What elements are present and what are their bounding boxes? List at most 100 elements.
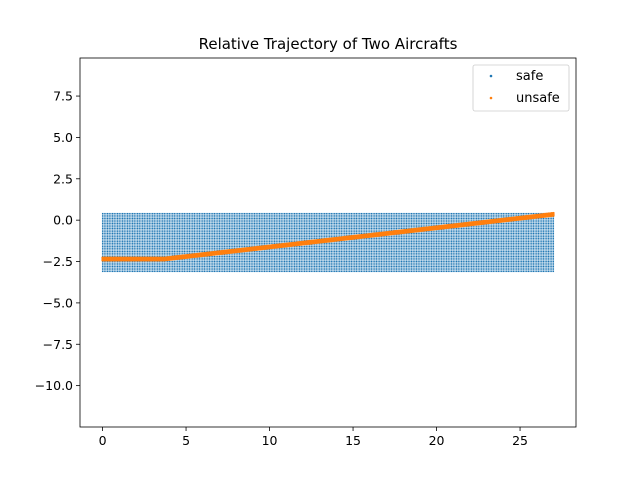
safe-point (230, 257, 232, 259)
safe-point (272, 222, 274, 225)
safe-point (193, 219, 195, 221)
safe-point (190, 241, 192, 243)
safe-point (135, 226, 137, 228)
safe-point (172, 217, 174, 220)
safe-point (110, 262, 112, 264)
safe-point (150, 216, 152, 218)
safe-point (253, 239, 256, 241)
safe-point (263, 224, 266, 226)
safe-point (320, 217, 322, 220)
safe-point (253, 231, 256, 233)
safe-point (325, 236, 327, 238)
safe-point (165, 229, 167, 231)
safe-point (228, 269, 231, 271)
safe-point (173, 260, 175, 263)
safe-point (123, 269, 125, 271)
safe-point (180, 216, 182, 218)
safe-point (173, 236, 175, 238)
safe-point (106, 216, 109, 218)
safe-point (225, 232, 227, 234)
safe-point (125, 265, 127, 268)
safe-point (282, 262, 284, 264)
safe-point (106, 222, 109, 225)
safe-point (280, 237, 282, 239)
safe-point (292, 255, 294, 258)
safe-point (123, 226, 125, 228)
safe-point (116, 216, 119, 218)
safe-point (295, 260, 297, 263)
safe-point (227, 212, 229, 215)
safe-point (295, 264, 297, 266)
safe-point (237, 234, 239, 236)
safe-point (185, 224, 187, 226)
safe-point (242, 224, 244, 226)
safe-point (153, 229, 155, 231)
safe-point (332, 267, 334, 269)
safe-point (292, 216, 294, 218)
safe-point (105, 229, 107, 231)
safe-point (302, 269, 304, 271)
safe-point (110, 254, 112, 256)
safe-point (227, 217, 229, 220)
safe-point (138, 234, 140, 236)
safe-point (103, 265, 105, 268)
safe-point (103, 267, 105, 269)
safe-point (245, 227, 247, 230)
safe-point (168, 241, 170, 243)
safe-point (235, 236, 237, 238)
safe-point (135, 262, 137, 264)
safe-point (282, 254, 284, 256)
safe-point (173, 267, 175, 269)
safe-point (299, 214, 301, 216)
safe-point (170, 267, 172, 269)
safe-point (182, 262, 184, 264)
safe-point (138, 264, 140, 266)
safe-point (312, 216, 314, 218)
safe-point (148, 222, 150, 225)
safe-point (158, 217, 160, 220)
safe-point (123, 244, 125, 246)
safe-point (288, 270, 291, 273)
safe-point (242, 244, 244, 246)
safe-point (290, 249, 292, 251)
safe-point (265, 239, 267, 241)
safe-point (180, 242, 182, 244)
safe-point (292, 236, 294, 238)
safe-point (163, 231, 165, 233)
safe-point (232, 214, 234, 216)
safe-point (300, 232, 302, 234)
safe-point (227, 259, 229, 261)
safe-point (195, 265, 197, 268)
safe-point (105, 221, 107, 223)
safe-point (255, 236, 257, 238)
safe-point (233, 262, 236, 264)
safe-point (294, 214, 296, 216)
safe-point (162, 262, 164, 264)
safe-point (257, 232, 259, 234)
safe-point (262, 232, 264, 234)
safe-point (278, 236, 281, 238)
safe-point (127, 219, 129, 221)
safe-point (272, 229, 274, 231)
safe-point (250, 239, 252, 241)
safe-point (182, 227, 184, 230)
safe-point (113, 227, 115, 230)
safe-point (290, 265, 292, 268)
safe-point (272, 265, 274, 268)
safe-point (317, 255, 319, 258)
safe-point (165, 226, 167, 228)
safe-point (157, 222, 159, 225)
safe-point (295, 227, 297, 230)
safe-point (210, 221, 212, 223)
safe-point (319, 249, 321, 251)
safe-point (127, 246, 129, 248)
safe-point (145, 221, 147, 223)
safe-point (290, 251, 292, 253)
safe-point (145, 234, 147, 236)
safe-point (185, 229, 187, 231)
safe-point (165, 237, 167, 239)
safe-point (294, 224, 296, 226)
safe-point (188, 219, 190, 221)
safe-point (232, 262, 234, 264)
safe-point (168, 232, 170, 234)
